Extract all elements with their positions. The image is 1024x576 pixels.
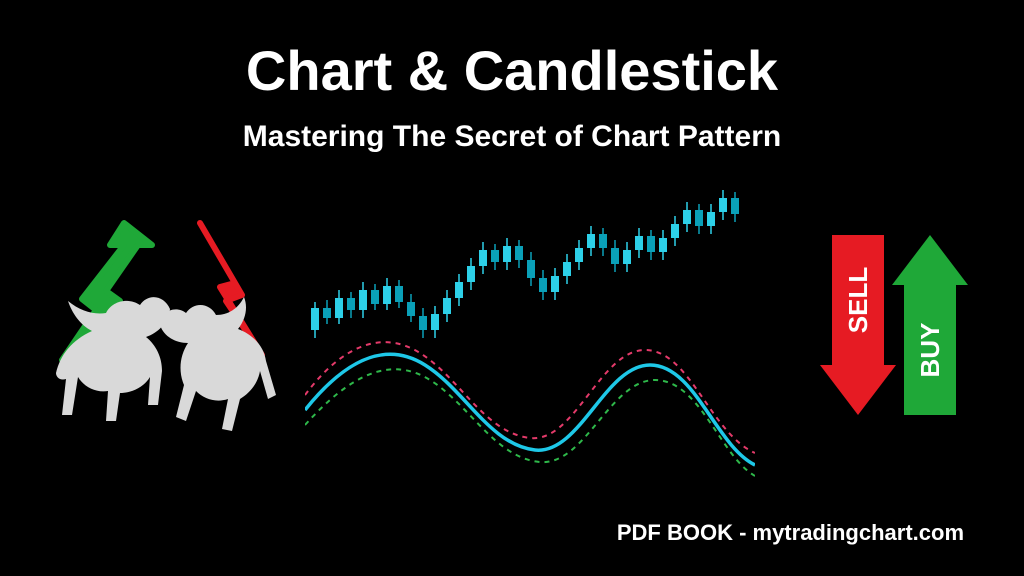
candle-body (527, 260, 535, 278)
candle-body (587, 234, 595, 248)
candle-body (707, 212, 715, 226)
candle-body (695, 210, 703, 226)
candle-body (407, 302, 415, 316)
candle-body (671, 224, 679, 238)
candle-body (635, 236, 643, 250)
candle-body (731, 198, 739, 214)
sell-arrow-icon: SELL (820, 235, 896, 415)
candle-body (611, 248, 619, 264)
candle-body (539, 278, 547, 292)
candlestick-chart (305, 190, 755, 490)
candle-body (491, 250, 499, 262)
candle-body (551, 276, 559, 292)
candle-body (419, 316, 427, 330)
sell-buy-arrows: SELL BUY (814, 225, 974, 425)
candle-body (359, 290, 367, 310)
candle-body (335, 298, 343, 318)
candle-body (347, 298, 355, 310)
candle-body (563, 262, 571, 276)
candle-body (719, 198, 727, 212)
candle-body (455, 282, 463, 298)
candle-body (479, 250, 487, 266)
bull-bear-graphic (50, 205, 280, 435)
candle-body (647, 236, 655, 252)
candle-body (383, 286, 391, 304)
candle-body (323, 308, 331, 318)
page-title: Chart & Candlestick (0, 38, 1024, 103)
page-subtitle: Mastering The Secret of Chart Pattern (0, 120, 1024, 154)
buy-label: BUY (915, 323, 945, 378)
candle-body (311, 308, 319, 330)
bear-icon (160, 297, 276, 431)
footer-text: PDF BOOK - mytradingchart.com (617, 520, 964, 546)
indicator-mid-line (305, 354, 755, 465)
candle-body (623, 250, 631, 264)
candle-body (515, 246, 523, 260)
bull-icon (56, 297, 170, 421)
buy-arrow-icon: BUY (892, 235, 968, 415)
candle-body (503, 246, 511, 262)
candle-body (371, 290, 379, 304)
sell-label: SELL (843, 267, 873, 334)
candle-body (431, 314, 439, 330)
candle-body (599, 234, 607, 248)
candle-body (467, 266, 475, 282)
candle-body (575, 248, 583, 262)
candle-body (659, 238, 667, 252)
candle-body (683, 210, 691, 224)
candle-body (443, 298, 451, 314)
candle-body (395, 286, 403, 302)
